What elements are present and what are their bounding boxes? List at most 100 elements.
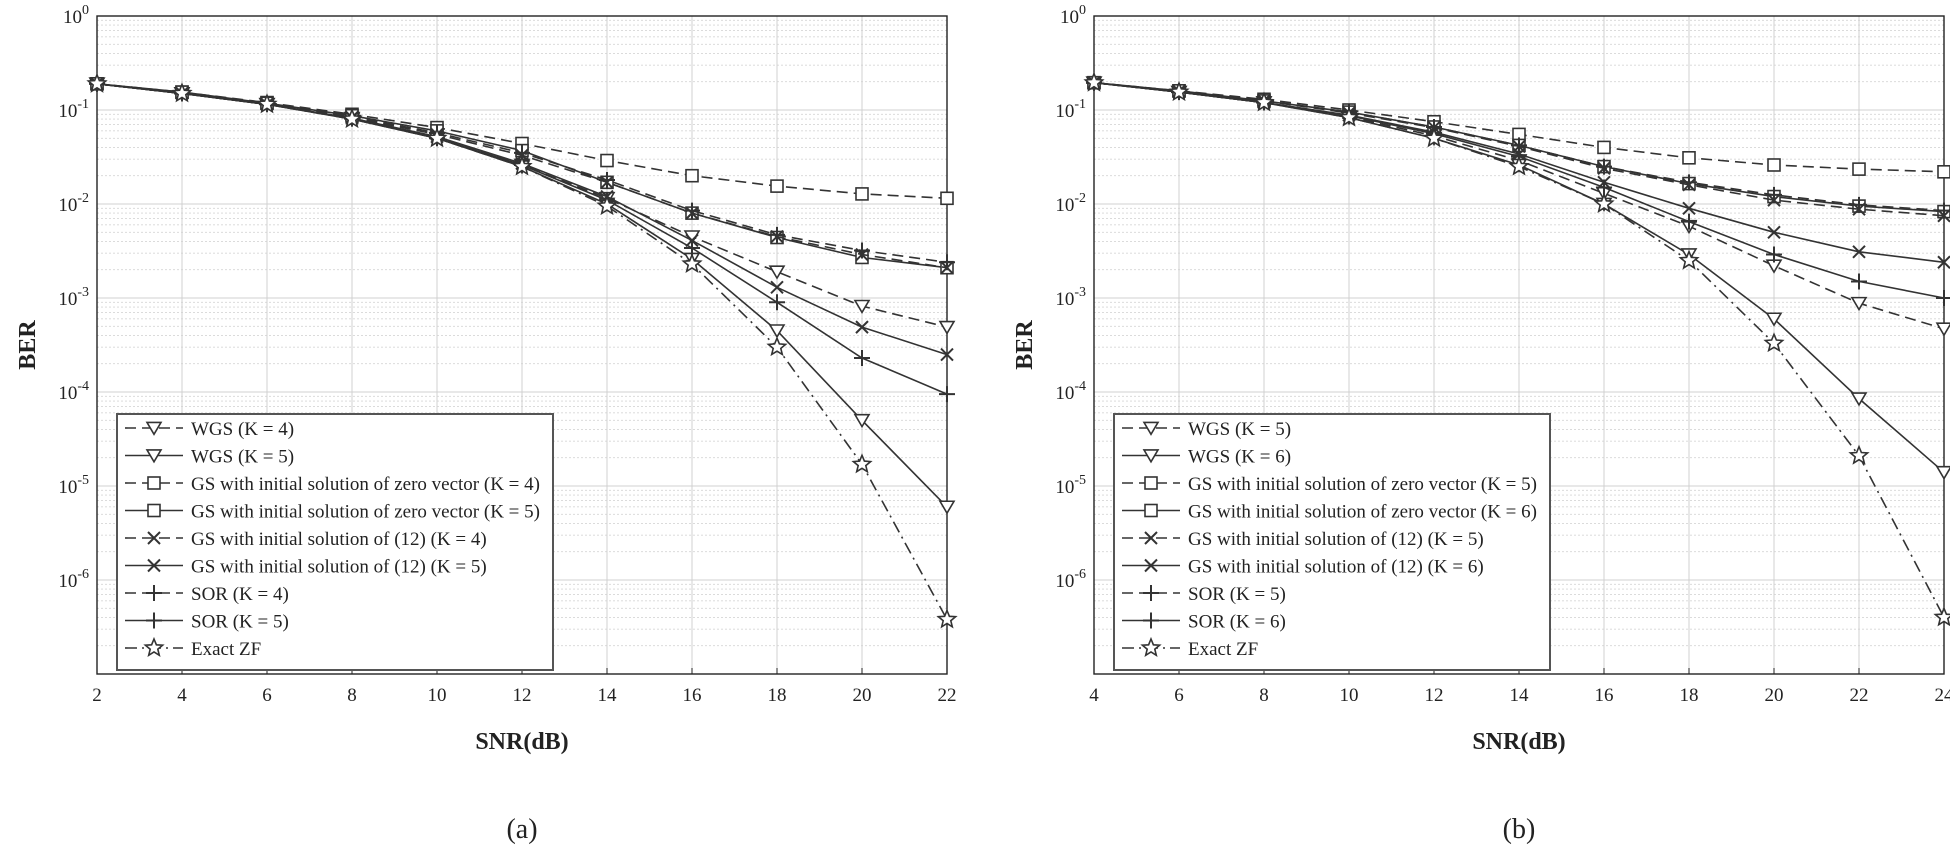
data-point bbox=[685, 168, 699, 183]
legend-marker bbox=[1144, 476, 1158, 490]
x-tick-label: 12 bbox=[1425, 685, 1444, 706]
legend-marker bbox=[1142, 449, 1160, 464]
data-point bbox=[1937, 165, 1950, 179]
data-point bbox=[1168, 81, 1190, 102]
y-tick-label: 10-3 bbox=[58, 285, 89, 310]
legend-entry: GS with initial solution of zero vector … bbox=[191, 502, 540, 523]
data-point bbox=[1936, 202, 1950, 219]
data-point bbox=[1682, 201, 1696, 216]
data-point bbox=[938, 500, 956, 515]
legend-marker bbox=[1143, 612, 1159, 629]
legend-marker bbox=[143, 636, 165, 658]
data-point bbox=[600, 153, 614, 168]
legend-entry: SOR (K = 5) bbox=[1188, 584, 1286, 605]
data-point bbox=[1597, 140, 1611, 155]
x-tick-label: 8 bbox=[347, 685, 357, 706]
series-exact-zf bbox=[1083, 71, 1950, 627]
data-point bbox=[854, 349, 870, 366]
data-point bbox=[1765, 312, 1783, 327]
legend-entry: WGS (K = 6) bbox=[1188, 447, 1291, 468]
y-tick-label: 10-3 bbox=[1055, 285, 1086, 310]
y-tick-label: 10-5 bbox=[1055, 473, 1086, 498]
x-tick-label: 18 bbox=[768, 685, 787, 706]
data-point bbox=[1766, 186, 1782, 203]
data-point bbox=[853, 413, 871, 429]
plot-panel-a: 2 4 6 8 10 12 14 16 18 20 22 100 10-1 10-2 10-3 10-4 10-… bbox=[15, 3, 958, 845]
data-point bbox=[768, 324, 786, 339]
data-point bbox=[1850, 296, 1868, 312]
data-point bbox=[1935, 322, 1950, 337]
data-point bbox=[1508, 155, 1530, 176]
data-point bbox=[1850, 392, 1868, 407]
data-point bbox=[1852, 162, 1866, 176]
legend-entry: Exact ZF bbox=[191, 639, 261, 660]
data-point bbox=[426, 127, 448, 148]
x-tick-label: 18 bbox=[1680, 685, 1699, 706]
legend: WGS (K = 4) WGS (K = 5) GS with initial so… bbox=[116, 413, 554, 671]
legend-box bbox=[1113, 413, 1551, 671]
data-point bbox=[1763, 332, 1785, 353]
x-tick-label: 24 bbox=[1935, 685, 1950, 706]
x-tick-label: 20 bbox=[1765, 685, 1784, 706]
legend-box bbox=[116, 413, 554, 671]
data-point bbox=[939, 386, 955, 403]
legend-entry: GS with initial solution of (12) (K = 5) bbox=[1188, 529, 1484, 550]
x-tick-label: 6 bbox=[262, 685, 272, 706]
data-point bbox=[855, 320, 869, 334]
data-point bbox=[1423, 127, 1445, 148]
data-point bbox=[1933, 606, 1950, 627]
data-point bbox=[1937, 255, 1950, 269]
x-axis-label: SNR(dB) bbox=[1472, 729, 1565, 755]
data-point bbox=[940, 347, 954, 362]
data-point bbox=[1681, 174, 1697, 191]
legend-marker bbox=[1143, 585, 1159, 601]
x-tick-label: 4 bbox=[177, 685, 187, 706]
data-point bbox=[770, 280, 784, 294]
data-point bbox=[1766, 246, 1782, 263]
data-point bbox=[1852, 245, 1866, 259]
data-point bbox=[1678, 249, 1700, 270]
data-point bbox=[851, 453, 873, 474]
legend-marker bbox=[147, 531, 161, 545]
data-point bbox=[1682, 151, 1696, 165]
y-tick-label: 100 bbox=[63, 3, 89, 28]
y-tick-label: 10-1 bbox=[58, 97, 89, 122]
data-point bbox=[86, 72, 108, 93]
legend-entry: WGS (K = 4) bbox=[191, 419, 294, 440]
data-point bbox=[171, 82, 193, 103]
x-tick-label: 12 bbox=[513, 685, 532, 706]
x-axis-label: SNR(dB) bbox=[475, 729, 568, 755]
x-tick-label: 10 bbox=[428, 685, 447, 706]
data-point bbox=[1681, 213, 1697, 230]
data-point bbox=[854, 242, 870, 259]
legend: WGS (K = 5) WGS (K = 6) GS with initial so… bbox=[1113, 413, 1551, 671]
x-tick-label: 22 bbox=[1850, 685, 1869, 706]
legend-entry: GS with initial solution of (12) (K = 6) bbox=[1188, 557, 1484, 578]
x-tick-label: 6 bbox=[1174, 685, 1184, 706]
data-point bbox=[1936, 290, 1950, 306]
legend-entry: WGS (K = 5) bbox=[191, 447, 294, 468]
legend-marker bbox=[147, 476, 161, 490]
data-point bbox=[768, 265, 786, 280]
legend-marker bbox=[147, 503, 161, 518]
data-point bbox=[681, 252, 703, 274]
data-point bbox=[1338, 106, 1360, 127]
x-tick-label: 22 bbox=[938, 685, 957, 706]
y-axis-label: BER bbox=[1012, 320, 1038, 370]
data-point bbox=[511, 155, 533, 176]
data-point bbox=[1767, 225, 1781, 240]
plot-panel-b: 4 6 8 10 12 14 16 18 20 22 24 100 10-1 10-2 10-3 10-4 10… bbox=[1012, 3, 1950, 845]
data-point bbox=[938, 320, 956, 335]
y-tick-label: 10-4 bbox=[1055, 379, 1086, 404]
data-point bbox=[1848, 444, 1870, 465]
data-point bbox=[341, 108, 363, 129]
data-point bbox=[769, 226, 785, 243]
y-tick-label: 10-2 bbox=[1055, 191, 1086, 216]
legend-marker bbox=[146, 585, 162, 601]
data-point bbox=[1253, 91, 1275, 112]
y-tick-label: 100 bbox=[1060, 3, 1086, 28]
data-point bbox=[256, 93, 278, 114]
x-tick-label: 2 bbox=[92, 685, 102, 706]
data-point bbox=[770, 179, 784, 193]
